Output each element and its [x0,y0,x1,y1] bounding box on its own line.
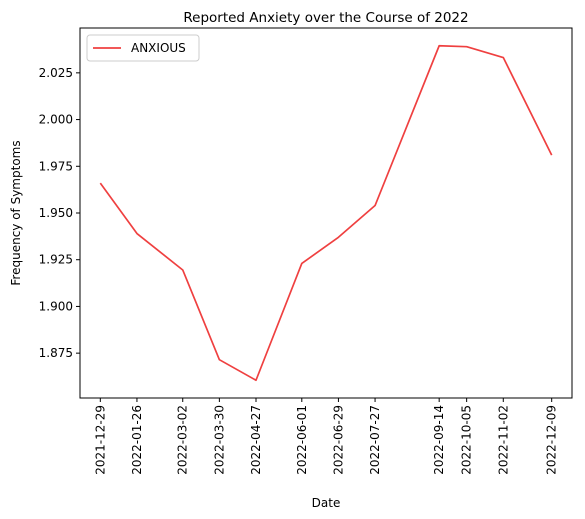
x-tick-label: 2022-03-02 [176,405,190,475]
x-tick-label: 2022-06-01 [295,405,309,475]
y-tick-label: 1.925 [39,253,73,267]
x-tick-label: 2022-01-26 [130,405,144,475]
x-tick-label: 2022-09-14 [432,405,446,475]
x-tick-label: 2022-06-29 [331,405,345,475]
x-tick-label: 2022-03-30 [212,405,226,475]
series-layer [99,44,553,382]
legend: ANXIOUS [86,34,200,62]
chart-title: Reported Anxiety over the Course of 2022 [183,10,468,26]
y-tick-label: 1.950 [39,206,73,220]
y-tick-label: 1.875 [39,346,73,360]
y-tick-label: 2.025 [39,66,73,80]
x-tick-label: 2022-12-09 [545,405,559,475]
y-tick-label: 1.900 [39,299,73,313]
y-tick-label: 1.975 [39,159,73,173]
x-axis-label: Date [312,496,341,510]
x-axis: 2021-12-29 2022-01-26 2022-03-02 2022-03-30… [93,398,559,475]
x-tick-label: 2022-04-27 [249,405,263,475]
x-tick-label: 2022-07-27 [368,405,382,475]
y-axis: 1.875 1.900 1.925 1.950 1.975 2.000 2.025 [39,66,80,360]
plot-frame [79,27,573,399]
series-line-anxious [99,44,553,382]
legend-box [86,34,200,62]
x-tick-label: 2021-12-29 [93,405,107,475]
y-axis-label: Frequency of Symptoms [9,140,23,285]
x-tick-label: 2022-11-02 [496,405,510,475]
legend-label: ANXIOUS [131,41,186,55]
x-tick-label: 2022-10-05 [460,405,474,475]
y-tick-label: 2.000 [39,113,73,127]
